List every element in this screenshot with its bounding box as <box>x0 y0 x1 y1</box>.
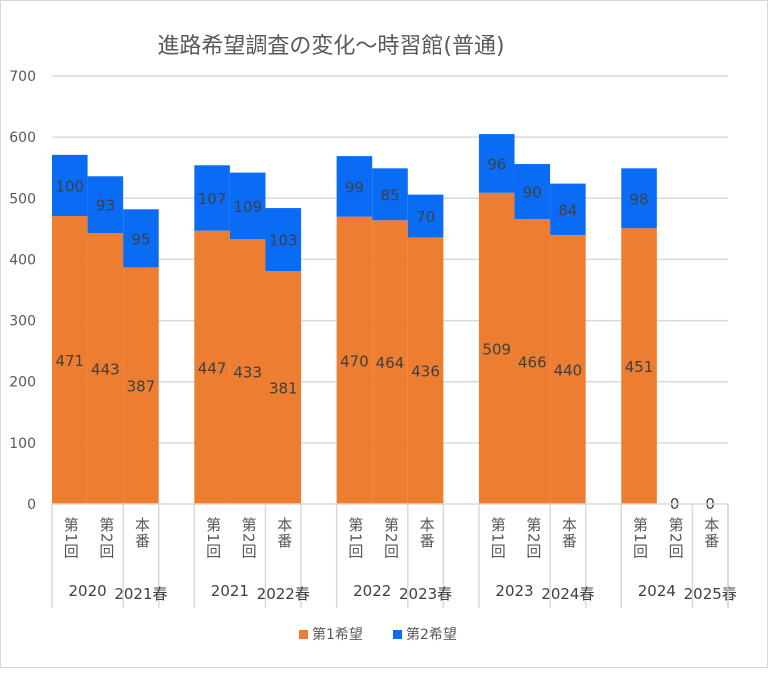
bar-series-1 <box>229 239 266 504</box>
bar-series-2 <box>372 168 408 221</box>
bar-series-1 <box>514 219 551 504</box>
x-group-label-spring: 2025春 <box>684 585 737 603</box>
data-label-series-2: 109 <box>233 198 262 216</box>
bar-series-1 <box>123 267 159 504</box>
bar-series-2 <box>52 154 88 217</box>
data-label-series-1: 387 <box>127 378 156 396</box>
x-subcategory-label: 第2回 <box>97 516 115 559</box>
bar-series-1 <box>336 216 373 504</box>
data-label-series-1: 443 <box>91 361 120 379</box>
data-label-series-2: 85 <box>380 186 399 204</box>
x-subcategory-label: 本番 <box>560 517 578 549</box>
bar-series-1 <box>550 234 586 504</box>
data-label-series-1: 440 <box>554 361 583 379</box>
y-tick-label: 600 <box>9 130 36 146</box>
x-subcategory-label: 本番 <box>133 517 151 549</box>
legend-label-series-1: 第1希望 <box>312 626 363 643</box>
x-subcategory-label: 第2回 <box>524 516 542 559</box>
data-label-series-2: 103 <box>269 232 298 250</box>
data-label-series-1: 381 <box>269 380 298 398</box>
x-group-label-year: 2023 <box>495 582 533 600</box>
x-group-label-spring: 2021春 <box>114 585 167 603</box>
data-label-series-2: 100 <box>55 177 84 195</box>
x-subcategory-label: 第2回 <box>240 516 258 559</box>
data-label-series-2: 84 <box>558 201 577 219</box>
data-label-series-2: 70 <box>416 208 435 226</box>
data-label-series-2: 98 <box>630 190 649 208</box>
bar-series-2 <box>550 183 586 235</box>
y-tick-label: 400 <box>9 252 36 268</box>
x-subcategory-label: 第2回 <box>667 516 685 559</box>
data-label-series-2: 99 <box>345 178 364 196</box>
bar-series-2 <box>621 168 657 229</box>
data-label-series-1: 509 <box>482 340 511 358</box>
bar-series-2 <box>87 176 124 234</box>
y-tick-label: 200 <box>9 375 36 391</box>
bar-series-2 <box>478 134 515 193</box>
data-label-series-1: 471 <box>55 352 84 370</box>
data-label-series-2: 93 <box>96 197 115 215</box>
data-label-series-1: 470 <box>340 352 369 370</box>
x-subcategory-label: 本番 <box>275 517 293 549</box>
bar-series-1 <box>194 230 230 505</box>
y-tick-label: 500 <box>9 191 36 207</box>
data-label-series-1: 466 <box>518 354 547 372</box>
data-label-series-2: 96 <box>487 155 506 173</box>
bar-series-1 <box>87 233 124 504</box>
bar-series-2 <box>336 156 373 217</box>
x-subcategory-label: 本番 <box>702 517 720 549</box>
data-label-series-1: 433 <box>233 364 262 382</box>
x-subcategory-label: 第1回 <box>346 516 364 559</box>
y-tick-label: 300 <box>9 314 36 330</box>
x-group-label-spring: 2022春 <box>257 585 310 603</box>
chart-title: 進路希望調査の変化～時習館(普通) <box>157 34 504 59</box>
bar-series-1 <box>478 192 515 505</box>
data-label-series-1: 447 <box>198 359 227 377</box>
x-group-label-spring: 2023春 <box>399 585 452 603</box>
data-label-series-1: 436 <box>411 363 440 381</box>
legend-swatch-series-2 <box>393 630 402 639</box>
bar-series-1 <box>407 237 444 504</box>
x-group-label-year: 2022 <box>353 582 391 600</box>
bar-series-1 <box>372 220 408 504</box>
bar-series-1 <box>265 271 302 504</box>
x-group-label-year: 2020 <box>68 582 106 600</box>
x-subcategory-label: 第1回 <box>62 516 80 559</box>
x-subcategory-label: 第1回 <box>204 516 222 559</box>
data-label-series-2: 95 <box>131 230 150 248</box>
bar-series-2 <box>194 165 230 231</box>
x-group-label-year: 2021 <box>211 582 249 600</box>
bar-series-1 <box>52 216 88 504</box>
y-tick-label: 700 <box>9 69 36 85</box>
data-label-series-1: 451 <box>625 358 654 376</box>
data-label-series-2: 90 <box>523 184 542 202</box>
x-group-label-spring: 2024春 <box>541 585 594 603</box>
x-subcategory-label: 第1回 <box>489 516 507 559</box>
legend-label-series-2: 第2希望 <box>406 626 457 643</box>
y-tick-label: 100 <box>9 436 36 452</box>
bar-series-2 <box>407 194 444 238</box>
bar-series-2 <box>229 172 266 240</box>
bar-series-1 <box>621 228 657 504</box>
x-subcategory-label: 第1回 <box>631 516 649 559</box>
data-label-series-2: 107 <box>198 190 227 208</box>
legend: 第1希望 第2希望 <box>299 626 457 643</box>
x-group-label-year: 2024 <box>638 582 676 600</box>
bar-series-2 <box>123 209 159 268</box>
bar-series-2 <box>265 208 302 272</box>
data-label-series-1: 464 <box>376 354 405 372</box>
x-subcategory-label: 本番 <box>418 517 436 549</box>
x-subcategory-label: 第2回 <box>382 516 400 559</box>
legend-swatch-series-1 <box>299 630 308 639</box>
bar-series-2 <box>514 164 551 220</box>
y-tick-label: 0 <box>27 497 36 513</box>
